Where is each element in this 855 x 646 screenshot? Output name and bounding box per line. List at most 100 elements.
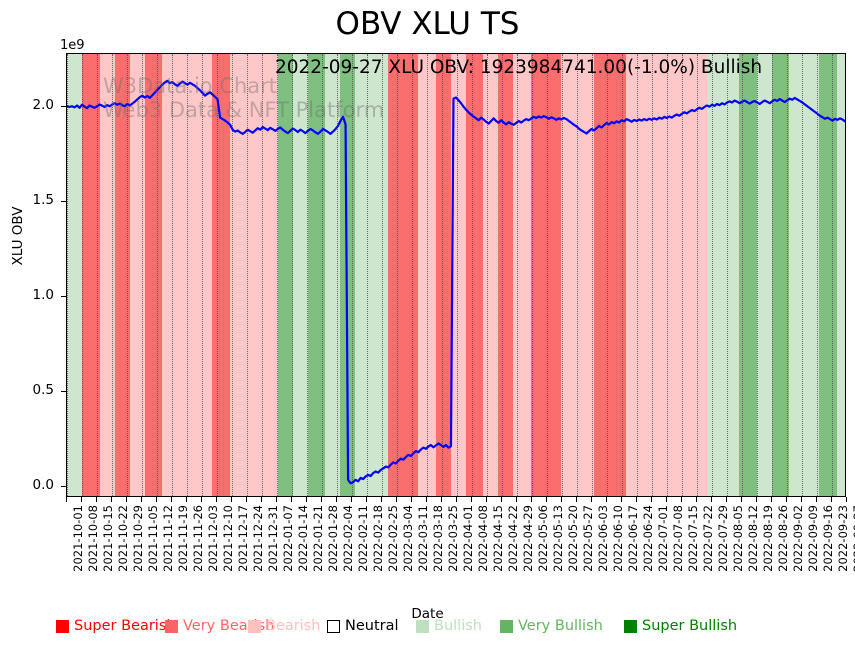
sentiment-band-bearish: [129, 54, 145, 496]
x-tick-label: 2022-08-12: [746, 505, 760, 572]
x-tick-label: 2022-02-11: [356, 505, 370, 572]
sentiment-band-bearish: [418, 54, 436, 496]
x-tick-label: 2022-09-23: [836, 505, 850, 572]
x-tick-label: 2021-12-24: [251, 505, 265, 572]
x-tick-label: 2021-11-19: [176, 505, 190, 572]
x-tick-mark: [741, 497, 742, 502]
x-tick-label: 2022-03-25: [446, 505, 460, 572]
x-tick-mark: [696, 497, 697, 502]
x-tick-mark: [516, 497, 517, 502]
x-tick-mark: [681, 497, 682, 502]
x-tick-label: 2022-04-15: [491, 505, 505, 572]
x-tick-mark: [636, 497, 637, 502]
x-tick-label: 2021-10-01: [71, 505, 85, 572]
x-tick-mark: [171, 497, 172, 502]
sentiment-band-very-bearish: [212, 54, 230, 496]
x-tick-label: 2021-10-22: [116, 505, 130, 572]
x-tick-label: 2022-01-14: [296, 505, 310, 572]
sentiment-band-very-bullish: [739, 54, 757, 496]
x-tick-mark: [621, 497, 622, 502]
x-tick-label: 2022-01-28: [326, 505, 340, 572]
x-tick-label: 2022-07-08: [671, 505, 685, 572]
x-tick-mark: [261, 497, 262, 502]
x-tick-mark: [831, 497, 832, 502]
x-tick-label: 2022-04-01: [461, 505, 475, 572]
sentiment-band-very-bearish: [530, 54, 562, 496]
sentiment-band-very-bearish: [593, 54, 627, 496]
x-tick-mark: [666, 497, 667, 502]
x-tick-mark: [306, 497, 307, 502]
sentiment-band-very-bearish: [82, 54, 100, 496]
y-axis-label: XLU OBV: [10, 206, 26, 266]
x-tick-mark: [576, 497, 577, 502]
x-tick-mark: [726, 497, 727, 502]
legend-item-bullish[interactable]: Bullish: [416, 618, 482, 634]
x-tick-mark: [816, 497, 817, 502]
x-tick-mark: [141, 497, 142, 502]
legend-item-super-bearish[interactable]: Super Bearish: [56, 618, 176, 634]
legend-swatch-icon: [248, 619, 261, 633]
x-axis-label: Date: [411, 606, 444, 622]
x-tick-mark: [501, 497, 502, 502]
x-tick-label: 2022-04-22: [506, 505, 520, 572]
x-tick-mark: [441, 497, 442, 502]
x-tick-label: 2021-12-10: [221, 505, 235, 572]
y-tick-mark: [61, 201, 66, 202]
x-tick-label: 2022-05-27: [581, 505, 595, 572]
y-tick-mark: [61, 390, 66, 392]
legend-swatch-icon: [416, 619, 429, 633]
sentiment-band-bearish: [626, 54, 707, 496]
sentiment-band-bullish: [789, 54, 820, 496]
y-tick-label: 0.5: [32, 381, 54, 398]
obv-line-series: [67, 54, 845, 497]
legend: Super Bearish Very Bearish Bearish Neutral B…: [0, 618, 855, 644]
sentiment-band-bearish: [450, 54, 466, 496]
x-tick-label: 2022-09-02: [791, 505, 805, 572]
x-tick-mark: [486, 497, 487, 502]
legend-swatch-icon: [56, 619, 69, 633]
x-tick-mark: [81, 497, 82, 502]
x-tick-label: 2022-09-27: [851, 505, 855, 572]
legend-label: Bearish: [266, 618, 321, 634]
x-tick-label: 2022-07-15: [686, 505, 700, 572]
x-tick-label: 2022-03-04: [401, 505, 415, 572]
x-tick-mark: [396, 497, 397, 502]
x-tick-label: 2021-10-08: [86, 505, 100, 572]
x-tick-mark: [126, 497, 127, 502]
y-tick-mark: [61, 485, 66, 487]
x-tick-label: 2021-11-26: [191, 505, 205, 572]
x-tick-mark: [321, 497, 322, 502]
x-tick-label: 2022-08-19: [761, 505, 775, 572]
chart-title: OBV XLU TS: [335, 6, 520, 42]
x-tick-label: 2021-10-15: [101, 505, 115, 572]
x-tick-label: 2022-06-24: [641, 505, 655, 572]
y-tick-mark: [61, 106, 66, 108]
legend-item-neutral[interactable]: Neutral: [327, 618, 399, 634]
sentiment-band-very-bearish: [465, 54, 484, 496]
x-tick-mark: [711, 497, 712, 502]
x-tick-mark: [111, 497, 112, 502]
legend-item-super-bullish[interactable]: Super Bullish: [624, 618, 737, 634]
x-tick-label: 2022-01-07: [281, 505, 295, 572]
x-tick-mark: [411, 497, 412, 502]
x-tick-label: 2021-10-29: [131, 505, 145, 572]
sentiment-band-very-bullish: [277, 54, 293, 496]
x-tick-label: 2022-04-08: [476, 505, 490, 572]
x-tick-mark: [351, 497, 352, 502]
sentiment-band-bullish: [836, 54, 845, 496]
legend-item-bearish[interactable]: Bearish: [248, 618, 321, 634]
x-tick-mark: [471, 497, 472, 502]
sentiment-band-very-bearish: [114, 54, 130, 496]
x-tick-label: 2022-02-18: [371, 505, 385, 572]
sentiment-band-overlay: [67, 54, 845, 496]
y-tick-mark: [61, 295, 66, 297]
x-tick-label: 2022-03-18: [431, 505, 445, 572]
x-tick-mark: [591, 497, 592, 502]
x-tick-mark: [651, 497, 652, 502]
obv-line-path: [67, 81, 845, 483]
x-tick-label: 2021-11-05: [146, 505, 160, 572]
x-tick-mark: [201, 497, 202, 502]
sentiment-band-bullish: [756, 54, 772, 496]
legend-item-very-bullish[interactable]: Very Bullish: [500, 618, 603, 634]
x-tick-label: 2022-01-21: [311, 505, 325, 572]
